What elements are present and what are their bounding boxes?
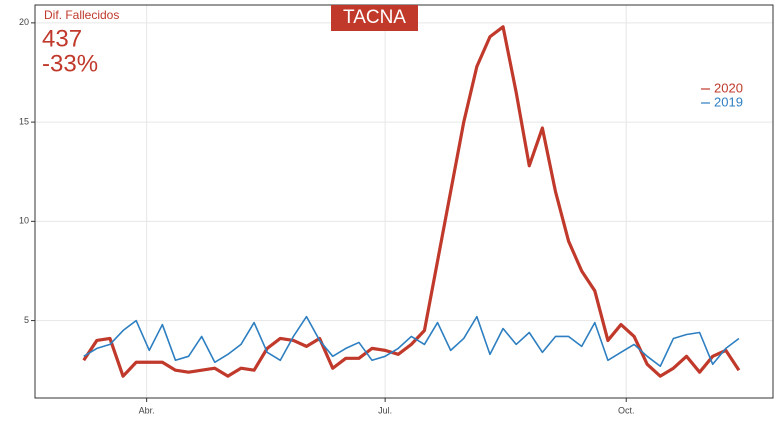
annotation-change: -33%: [42, 50, 98, 77]
series-line: [83, 315, 740, 368]
x-tick-label: Abr.: [139, 405, 155, 415]
y-tick-label: 20: [19, 17, 29, 27]
legend-label: 2019: [714, 94, 743, 109]
series-line: [82, 25, 741, 378]
plot-border: [34, 4, 774, 399]
x-tick-label: Jul.: [378, 405, 392, 415]
annotation-difference: 437: [42, 25, 82, 52]
annotation-label: Dif. Fallecidos: [44, 8, 119, 22]
title-box: [331, 5, 418, 31]
x-tick-label: Oct.: [618, 405, 635, 415]
legend-label: 2020: [714, 80, 743, 95]
chart-title: TACNA: [343, 7, 406, 28]
y-tick-label: 5: [24, 315, 29, 325]
y-tick-label: 10: [19, 216, 29, 226]
y-tick-label: 15: [19, 116, 29, 126]
